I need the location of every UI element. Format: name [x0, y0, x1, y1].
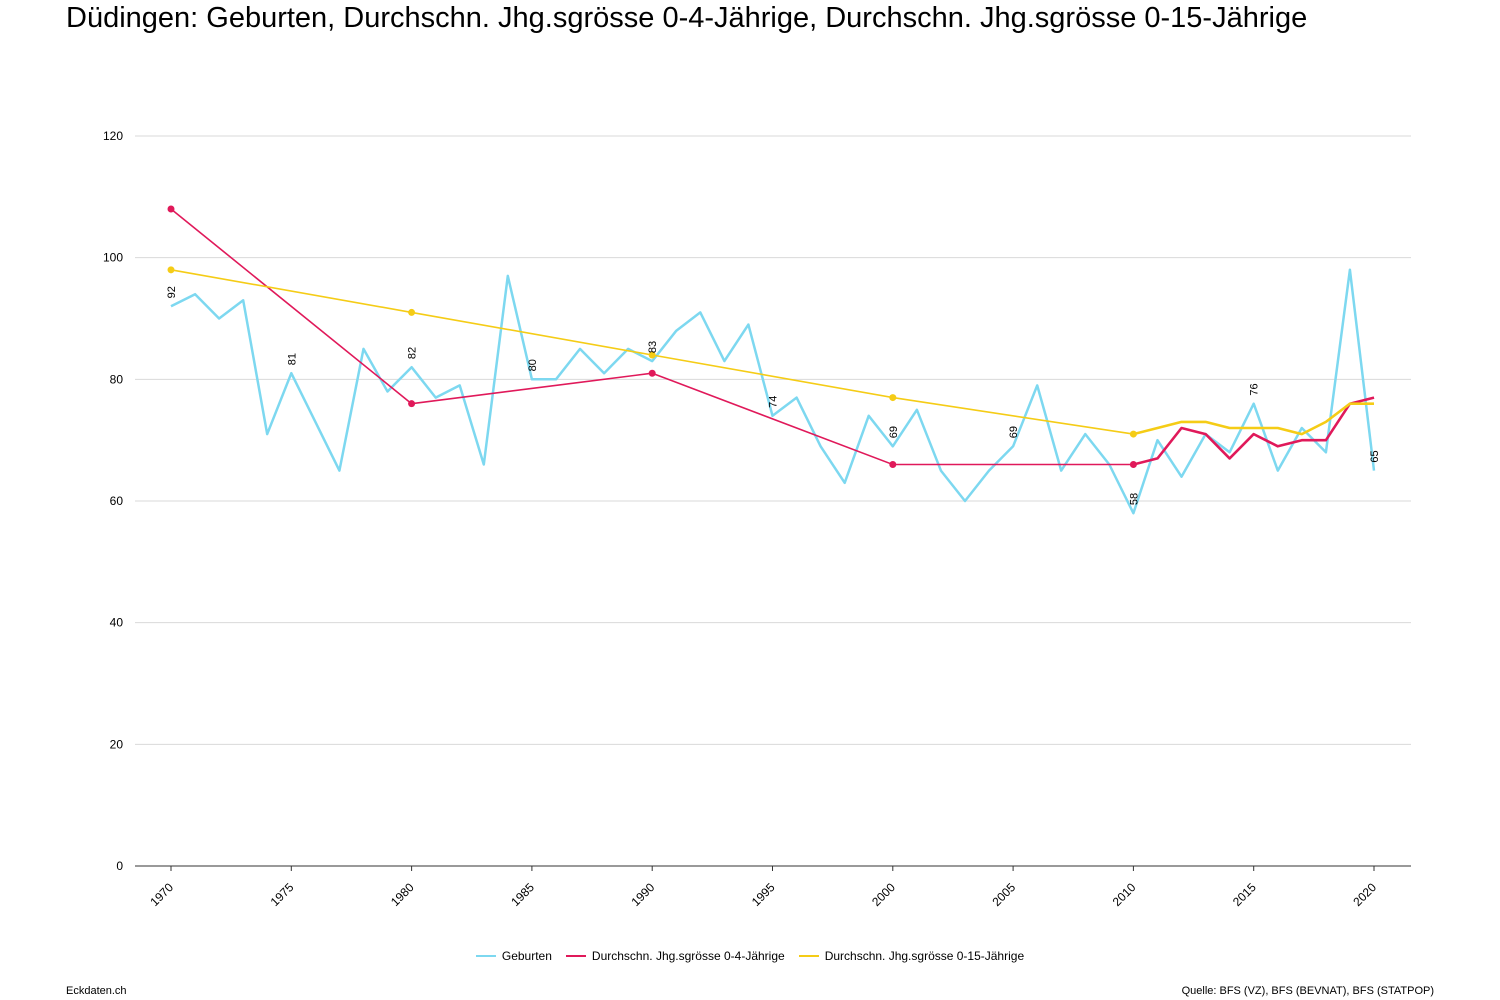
- data-label: 80: [527, 359, 539, 371]
- series-lines: [167, 205, 1376, 515]
- x-tick-label: 1995: [749, 880, 778, 909]
- legend: Geburten Durchschn. Jhg.sgrösse 0-4-Jähri…: [0, 949, 1500, 963]
- series-marker: [1129, 430, 1137, 438]
- series-marker: [648, 351, 656, 359]
- data-label: 83: [647, 341, 659, 353]
- series-marker: [408, 308, 416, 316]
- series-line-2: [170, 208, 1375, 466]
- x-tick-label: 1980: [388, 880, 417, 909]
- x-tick-label: 1985: [508, 880, 537, 909]
- data-labels: 92 81 82 80 83 74 69 69 58 76 65: [166, 286, 1381, 505]
- legend-label: Durchschn. Jhg.sgrösse 0-15-Jährige: [824, 949, 1025, 963]
- y-tick-label: 80: [110, 372, 124, 386]
- y-tick-label: 60: [110, 494, 124, 508]
- data-label: 74: [768, 396, 780, 408]
- footer-source: Quelle: BFS (VZ), BFS (BEVNAT), BFS (STA…: [1181, 985, 1434, 997]
- series-line-annual-3: [1133, 402, 1374, 436]
- series-marker: [1129, 461, 1137, 468]
- y-tick-label: 0: [116, 859, 123, 873]
- x-tick-label: 2010: [1110, 880, 1139, 909]
- series-marker: [408, 400, 416, 408]
- data-label: 58: [1128, 493, 1140, 505]
- x-tick-label: 2000: [869, 880, 898, 909]
- series-marker: [648, 369, 656, 377]
- x-tick-label: 2005: [989, 880, 1018, 909]
- x-tick-label: 1975: [268, 880, 297, 909]
- y-tick-label: 100: [103, 251, 123, 265]
- legend-label: Geburten: [501, 949, 552, 963]
- series-marker: [167, 266, 175, 274]
- data-label: 76: [1249, 383, 1261, 395]
- data-label: 81: [286, 353, 298, 365]
- x-tick-label: 2015: [1230, 880, 1259, 909]
- chart-title: Düdingen: Geburten, Durchschn. Jhg.sgrös…: [66, 2, 1308, 34]
- series-marker: [889, 461, 897, 468]
- grid-lines: [135, 135, 1411, 867]
- series-line-1: [170, 268, 1376, 515]
- legend-item-3: Durchschn. Jhg.sgrösse 0-15-Jährige: [798, 949, 1025, 963]
- footer-brand: Eckdaten.ch: [66, 985, 127, 997]
- data-label: 82: [407, 347, 419, 359]
- data-label: 92: [166, 286, 178, 298]
- axes: 0 20 40 60 80 100 120 1970 1975 1980 1985 1990 1995 2…: [103, 129, 1379, 909]
- data-label: 69: [1008, 426, 1020, 438]
- x-tick-label: 1970: [147, 880, 176, 909]
- series-marker: [167, 205, 175, 213]
- y-tick-label: 20: [110, 737, 124, 751]
- legend-swatch: [565, 955, 586, 957]
- y-tick-label: 40: [110, 616, 124, 630]
- y-tick-label: 120: [103, 129, 123, 143]
- legend-swatch: [798, 955, 819, 957]
- x-tick-label: 2020: [1350, 880, 1379, 909]
- x-tick-label: 1990: [629, 880, 658, 909]
- data-label: 65: [1369, 450, 1381, 462]
- legend-item-2: Durchschn. Jhg.sgrösse 0-4-Jährige: [565, 949, 785, 963]
- series-marker: [889, 394, 897, 402]
- legend-swatch: [475, 955, 496, 957]
- series-line-annual-2: [1133, 396, 1375, 466]
- legend-item-1: Geburten: [475, 949, 552, 963]
- data-label: 69: [888, 426, 900, 438]
- legend-label: Durchschn. Jhg.sgrösse 0-4-Jährige: [591, 949, 785, 963]
